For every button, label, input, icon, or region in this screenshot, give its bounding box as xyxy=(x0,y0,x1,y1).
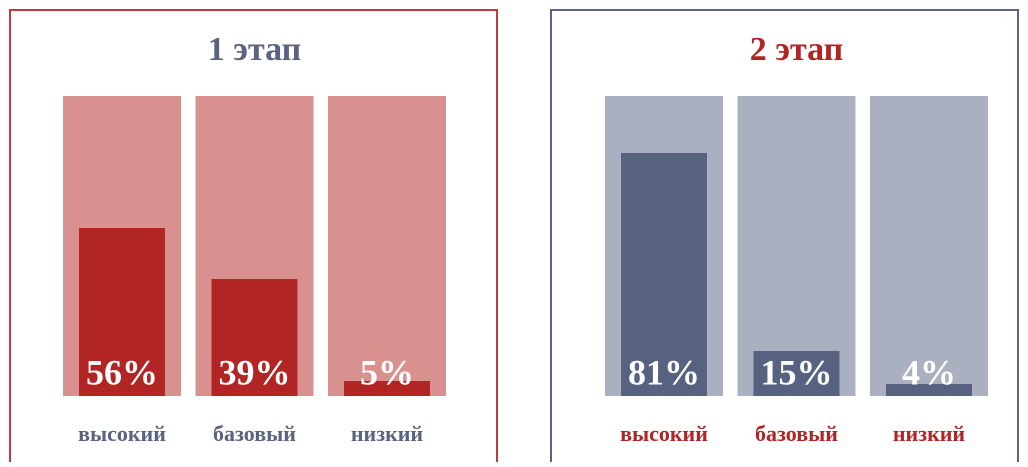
panel-border xyxy=(550,9,1019,467)
value-label: 5% xyxy=(360,352,414,392)
category-label: высокий xyxy=(620,421,708,446)
value-label: 15% xyxy=(761,352,833,392)
value-label: 39% xyxy=(219,352,291,392)
bar-background xyxy=(737,96,856,396)
category-label: базовый xyxy=(755,421,838,446)
category-label: высокий xyxy=(78,421,166,446)
category-label: низкий xyxy=(351,421,424,446)
panel-border xyxy=(9,9,498,467)
chart-title: 1 этап xyxy=(208,31,301,68)
bar xyxy=(621,153,707,396)
category-label: базовый xyxy=(213,421,296,446)
bar xyxy=(753,351,840,396)
value-label: 81% xyxy=(628,352,700,392)
bar xyxy=(211,279,298,396)
chart-title: 2 этап xyxy=(750,31,843,68)
bar-background xyxy=(328,96,446,396)
bar-background xyxy=(870,96,988,396)
value-label: 56% xyxy=(86,352,158,392)
category-label: низкий xyxy=(893,421,966,446)
value-label: 4% xyxy=(902,352,956,392)
bar xyxy=(79,228,165,396)
bar xyxy=(344,381,430,396)
bar xyxy=(886,384,972,396)
